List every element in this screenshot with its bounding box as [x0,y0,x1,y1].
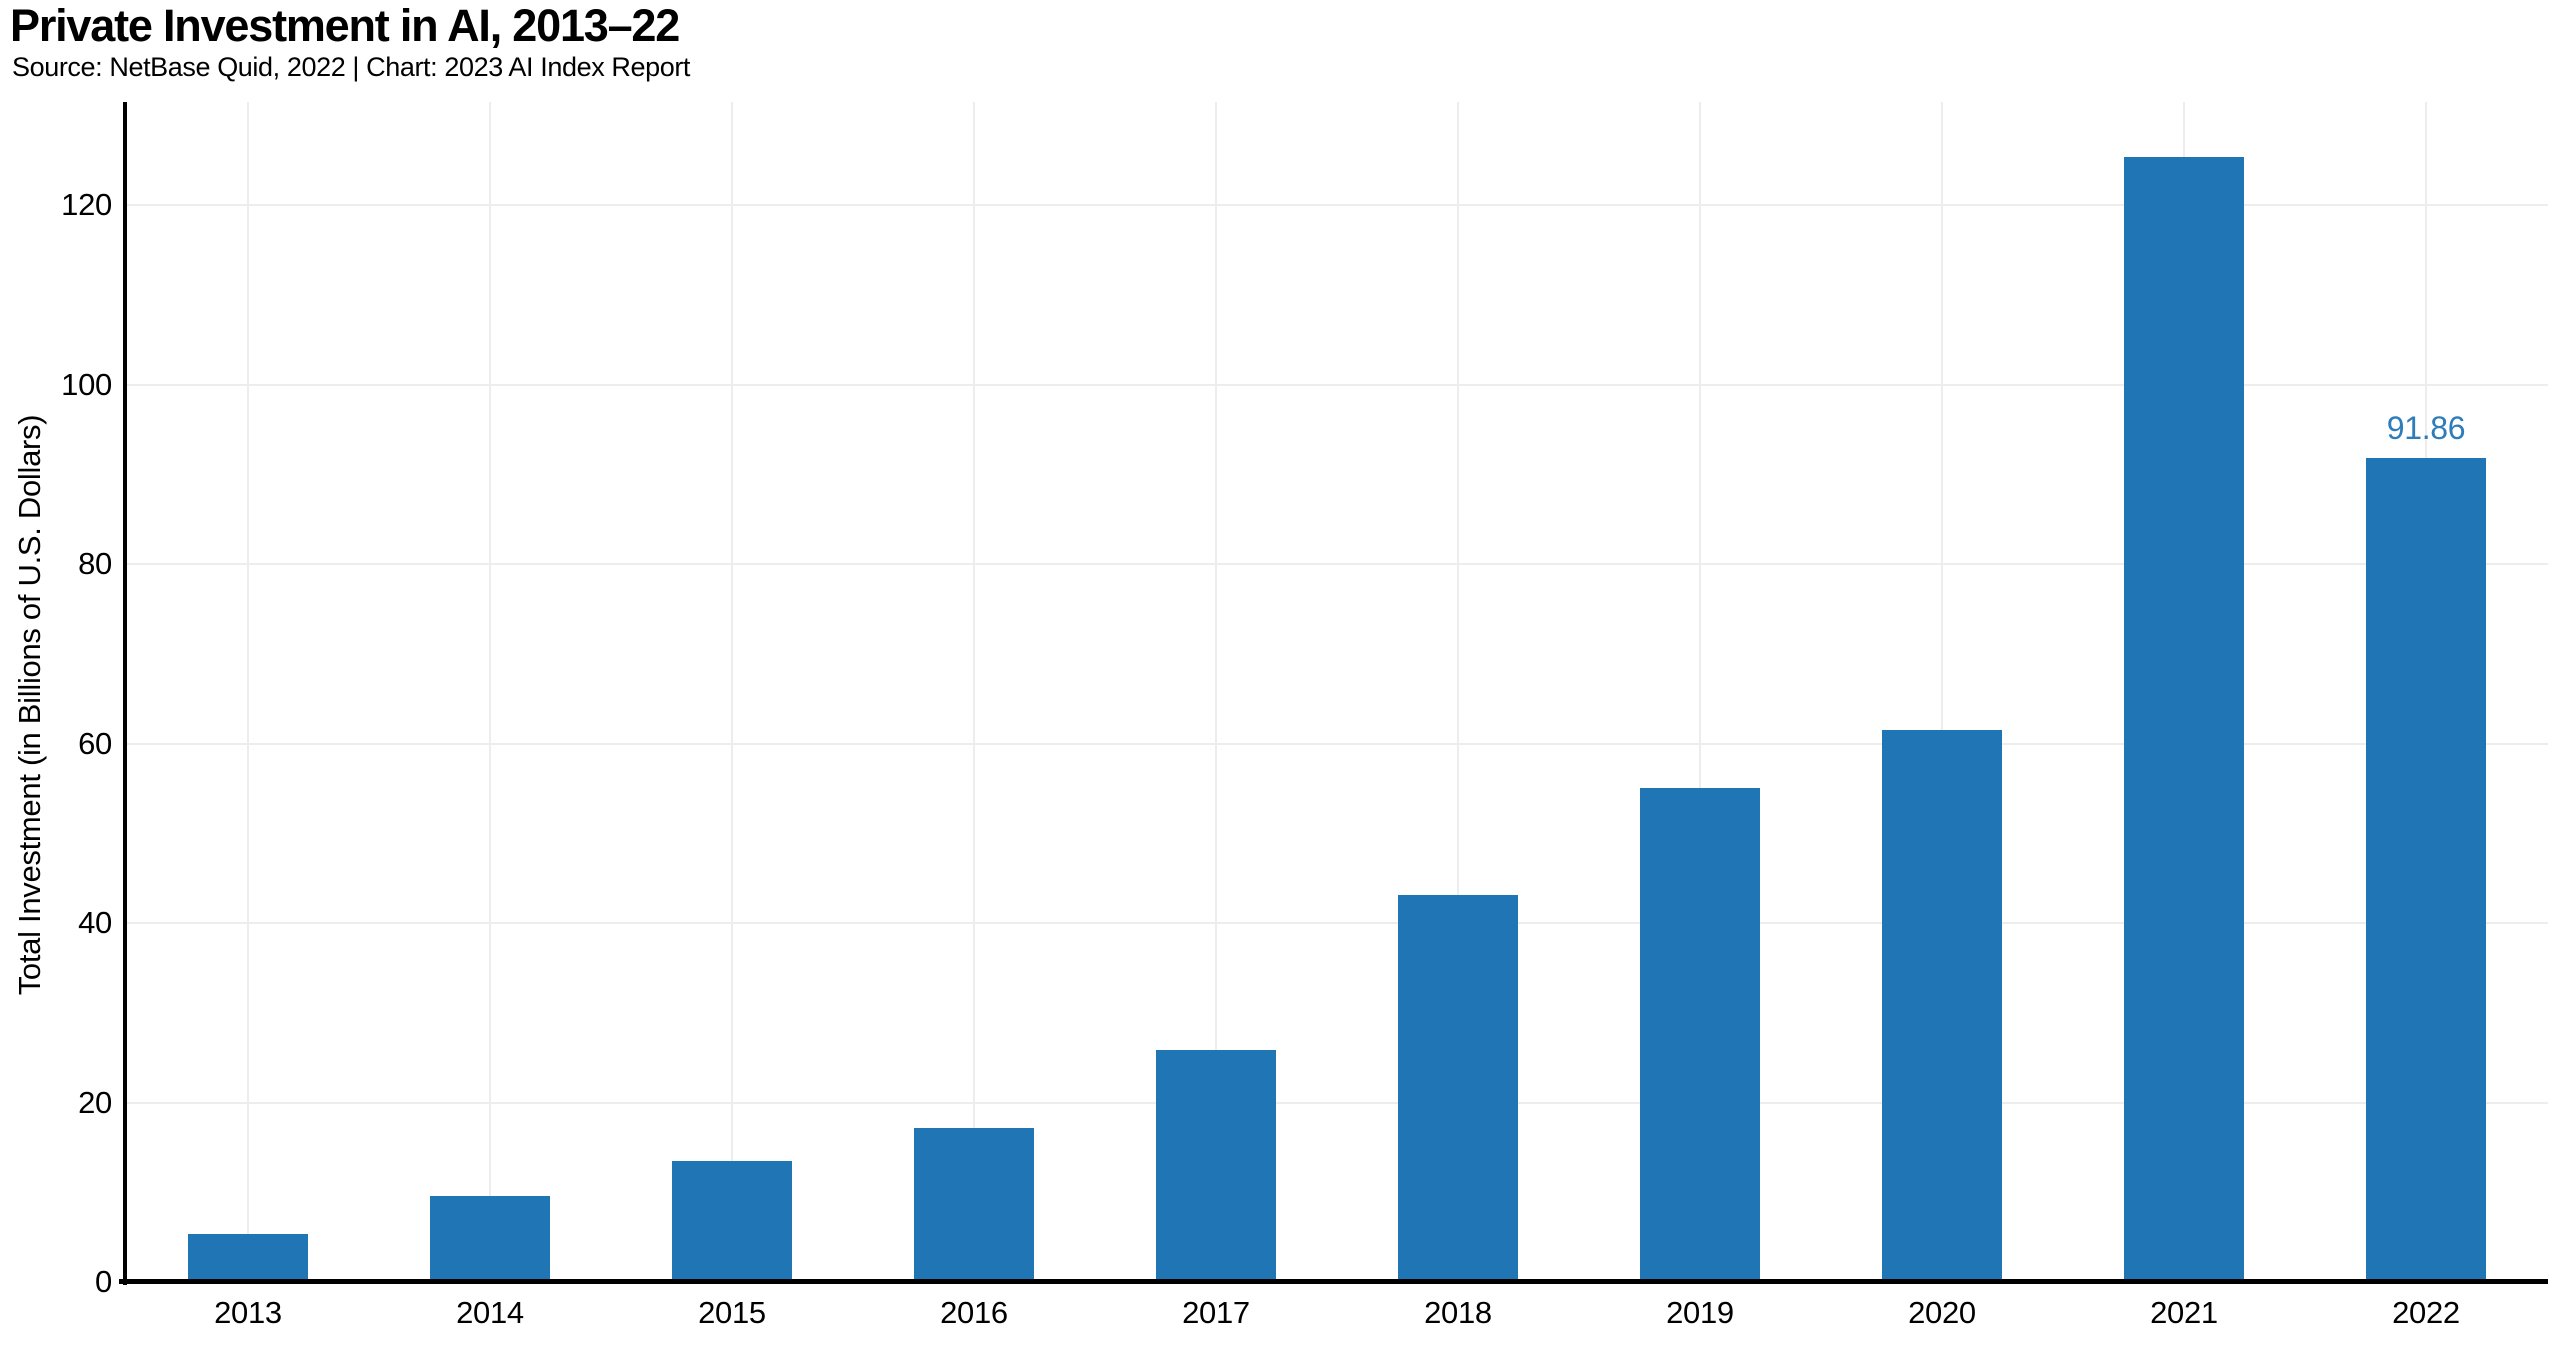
bar-2016 [914,1127,1034,1282]
y-tick-label-100: 100 [61,366,112,402]
x-tick-label-2015: 2015 [698,1295,766,1330]
h-gridline-20 [125,1101,2548,1104]
h-gridline-100 [125,383,2548,386]
x-tick-label-2016: 2016 [940,1295,1008,1330]
bar-2017 [1156,1050,1276,1282]
bar-2022 [2366,457,2486,1282]
bar-2018 [1398,895,1518,1282]
x-tick-label-2022: 2022 [2392,1295,2460,1330]
x-axis-line [119,1279,2548,1284]
bar-value-label-2022: 91.86 [2386,409,2466,446]
v-gridline-2013 [247,102,249,1282]
x-tick-label-2013: 2013 [214,1295,282,1330]
v-gridline-2015 [731,102,733,1282]
y-tick-label-60: 60 [78,725,112,761]
h-gridline-60 [125,742,2548,745]
bar-2015 [672,1160,792,1282]
v-gridline-2019 [1699,102,1701,1282]
bar-2014 [430,1195,550,1282]
v-gridline-2020 [1941,102,1943,1282]
x-tick-label-2018: 2018 [1424,1295,1492,1330]
chart-source-line: Source: NetBase Quid, 2022 | Chart: 2023… [12,52,691,82]
h-gridline-120 [125,204,2548,207]
y-tick-label-40: 40 [78,905,112,941]
y-axis-line [123,102,127,1285]
chart-title: Private Investment in AI, 2013–22 [10,0,680,51]
v-gridline-2016 [973,102,975,1282]
x-tick-label-2019: 2019 [1666,1295,1734,1330]
y-tick-label-80: 80 [78,546,112,582]
h-gridline-40 [125,922,2548,925]
y-tick-label-120: 120 [61,187,112,223]
bar-2019 [1640,788,1760,1282]
x-tick-label-2021: 2021 [2150,1295,2218,1330]
x-tick-label-2017: 2017 [1182,1295,1250,1330]
x-tick-label-2014: 2014 [456,1295,524,1330]
x-tick-label-2020: 2020 [1908,1295,1976,1330]
y-tick-label-0: 0 [95,1264,112,1299]
v-gridline-2014 [489,102,491,1282]
h-gridline-80 [125,563,2548,566]
bar-2021 [2124,156,2244,1282]
bar-2020 [1882,730,2002,1282]
v-gridline-2017 [1215,102,1217,1282]
bar-2013 [188,1234,308,1282]
v-gridline-2018 [1457,102,1459,1282]
y-tick-label-20: 20 [78,1084,112,1120]
